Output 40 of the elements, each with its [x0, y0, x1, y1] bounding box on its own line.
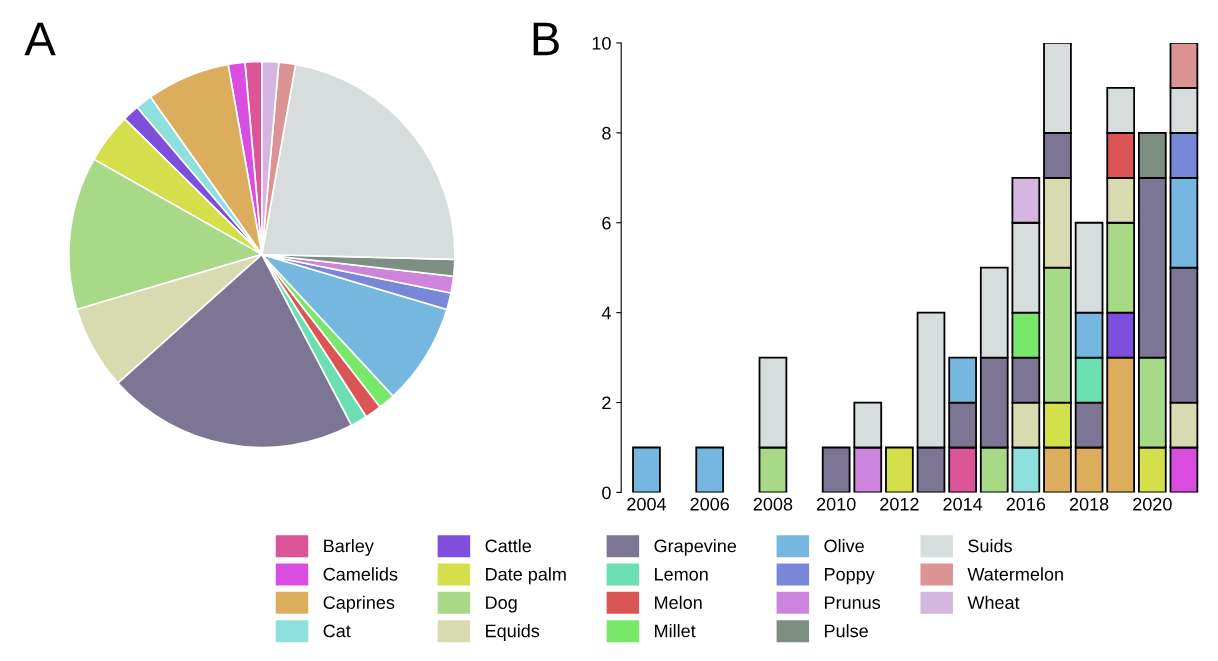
- legend-label: Wheat: [967, 595, 1020, 609]
- x-tick-label: 2018: [1069, 497, 1109, 511]
- x-tick-label: 2008: [753, 497, 793, 511]
- x-tick-label: 2016: [1006, 497, 1046, 511]
- x-tick-label: 2020: [1133, 497, 1172, 511]
- legend-label: Lemon: [655, 568, 708, 581]
- bar: [821, 446, 851, 493]
- legend-label: Dog: [486, 596, 517, 613]
- y-tick-label: 8: [602, 126, 611, 140]
- y-tick-label: 6: [602, 216, 611, 230]
- legend-label: Melon: [655, 595, 702, 609]
- chart-title: A: [24, 22, 56, 56]
- bar: [695, 446, 725, 493]
- legend-label: Poppy: [825, 568, 875, 585]
- legend-label: Cat: [323, 624, 351, 638]
- x-tick-label: 2010: [816, 497, 856, 511]
- legend-label: Cattle: [485, 539, 531, 553]
- x-tick-label: 2014: [943, 497, 983, 511]
- bar: [885, 446, 914, 493]
- legend-label: Olive: [824, 539, 864, 553]
- y-tick-label: 0: [602, 486, 611, 500]
- x-tick-label: 2006: [690, 497, 729, 511]
- legend-label: Pulse: [825, 624, 868, 638]
- legend-label: Caprines: [323, 595, 395, 613]
- y-tick-label: 4: [601, 306, 611, 320]
- legend-label: Equids: [486, 624, 540, 641]
- x-tick-label: 2004: [627, 497, 667, 511]
- y-tick-label: 10: [592, 36, 611, 50]
- legend-label: Grapevine: [654, 539, 737, 556]
- legend-label: Millet: [655, 624, 696, 638]
- legend-label: Barley: [324, 539, 374, 556]
- legend-label: Suids: [968, 539, 1012, 553]
- chart-title: B: [533, 22, 559, 56]
- legend-label: Camelids: [323, 567, 398, 581]
- x-tick-label: 2012: [880, 497, 919, 511]
- bar: [632, 446, 661, 493]
- y-tick-label: 2: [602, 396, 611, 410]
- legend-label: Prunus: [825, 596, 881, 609]
- legend-label: Date palm: [486, 567, 566, 585]
- legend-label: Watermelon: [967, 567, 1063, 581]
